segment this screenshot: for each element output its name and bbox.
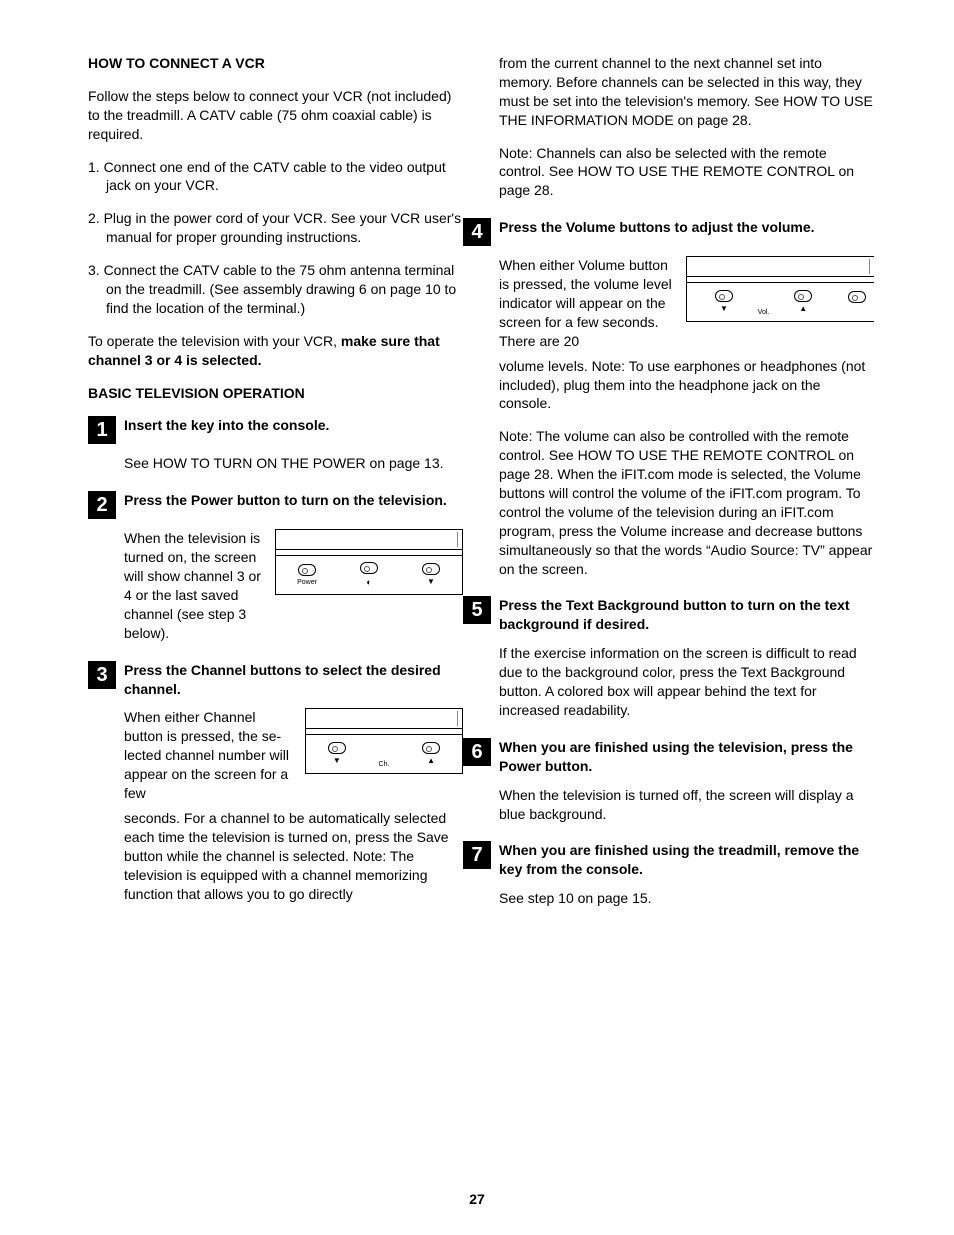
extra-button-icon — [848, 291, 866, 303]
vcr-step-2: 2. Plug in the power cord of your VCR. S… — [88, 209, 463, 247]
step-3-title: Press the Channel buttons to select the … — [124, 661, 463, 699]
step-2-number: 2 — [88, 491, 116, 519]
heading-vcr: HOW TO CONNECT A VCR — [88, 54, 463, 73]
vcr-intro: Follow the steps below to connect your V… — [88, 87, 463, 144]
circle-icon — [366, 576, 371, 588]
step-6-title: When you are finished using the televisi… — [499, 738, 874, 776]
step-2-header: 2 Press the Power button to turn on the … — [88, 491, 463, 519]
step-3-text-c: from the current channel to the next cha… — [499, 54, 874, 130]
ch-down-button-icon — [328, 742, 346, 754]
vol-down-button-icon — [715, 290, 733, 302]
down-button-icon — [422, 563, 440, 575]
step-2-title: Press the Power button to turn on the te… — [124, 491, 463, 510]
triangle-down-icon — [333, 756, 341, 767]
step-1-header: 1 Insert the key into the console. — [88, 416, 463, 444]
vol-label: Vol. — [758, 308, 770, 317]
triangle-up-icon — [427, 756, 435, 767]
vcr-note: To operate the television with your VCR,… — [88, 332, 463, 370]
step-7-header: 7 When you are finished using the treadm… — [463, 841, 874, 879]
vcr-note-plain: To operate the television with your VCR, — [88, 333, 341, 349]
step-2-body: When the television is turned on, the sc… — [124, 529, 463, 642]
step-4-header: 4 Press the Volume buttons to adjust the… — [463, 218, 874, 246]
ch-up-button-icon — [422, 742, 440, 754]
step-7-text: See step 10 on page 15. — [499, 889, 874, 908]
step-1-text: See HOW TO TURN ON THE POWER on page 13. — [124, 454, 463, 473]
step-3-text-d: Note: Channels can also be selected with… — [499, 144, 874, 201]
step-3-body-cont: from the current channel to the next cha… — [499, 54, 874, 200]
triangle-down-icon — [427, 577, 435, 588]
step-4-text-a: When either Volume button is pressed, th… — [499, 256, 674, 350]
triangle-down-icon — [720, 304, 728, 315]
vol-up-button-icon — [794, 290, 812, 302]
step-3-header: 3 Press the Channel buttons to select th… — [88, 661, 463, 699]
step-4-text-c: Note: The volume can also be controlled … — [499, 427, 874, 578]
step-3-body: When either Channel button is pressed, t… — [124, 708, 463, 903]
step-7-title: When you are finished using the treadmil… — [499, 841, 874, 879]
step-4-body: When either Volume button is pressed, th… — [499, 256, 874, 578]
step-3-number: 3 — [88, 661, 116, 689]
step-4-text-b: volume levels. Note: To use earphones or… — [499, 357, 874, 414]
step-1-title: Insert the key into the console. — [124, 416, 463, 435]
step-6-body: When the television is turned off, the s… — [499, 786, 874, 824]
channel-panel-diagram: Ch. — [305, 708, 463, 774]
step-5-number: 5 — [463, 596, 491, 624]
ch-label: Ch. — [379, 760, 390, 769]
step-6-number: 6 — [463, 738, 491, 766]
triangle-up-icon — [799, 304, 807, 315]
step-7-body: See step 10 on page 15. — [499, 889, 874, 908]
step-5-header: 5 Press the Text Background button to tu… — [463, 596, 874, 634]
mode-button-icon — [360, 562, 378, 574]
step-7-number: 7 — [463, 841, 491, 869]
step-5-text: If the exercise information on the scree… — [499, 644, 874, 720]
step-5-title: Press the Text Background button to turn… — [499, 596, 874, 634]
step-4-number: 4 — [463, 218, 491, 246]
step-3-text-b: seconds. For a channel to be automatical… — [124, 809, 463, 903]
step-6-text: When the television is turned off, the s… — [499, 786, 874, 824]
vcr-step-1: 1. Connect one end of the CATV cable to … — [88, 158, 463, 196]
power-label: Power — [297, 578, 317, 587]
step-1-body: See HOW TO TURN ON THE POWER on page 13. — [124, 454, 463, 473]
step-6-header: 6 When you are finished using the televi… — [463, 738, 874, 776]
vcr-step-3: 3. Connect the CATV cable to the 75 ohm … — [88, 261, 463, 318]
step-5-body: If the exercise information on the scree… — [499, 644, 874, 720]
power-panel-diagram: Power — [275, 529, 463, 595]
page-number: 27 — [0, 1190, 954, 1209]
power-button-icon — [298, 564, 316, 576]
step-3-text-a: When either Channel button is pressed, t… — [124, 708, 293, 802]
volume-panel-diagram: Vol. — [686, 256, 874, 322]
step-1-number: 1 — [88, 416, 116, 444]
step-4-title: Press the Volume buttons to adjust the v… — [499, 218, 874, 237]
step-2-text: When the television is turned on, the sc… — [124, 529, 263, 642]
heading-basic: BASIC TELEVISION OPERATION — [88, 384, 463, 403]
